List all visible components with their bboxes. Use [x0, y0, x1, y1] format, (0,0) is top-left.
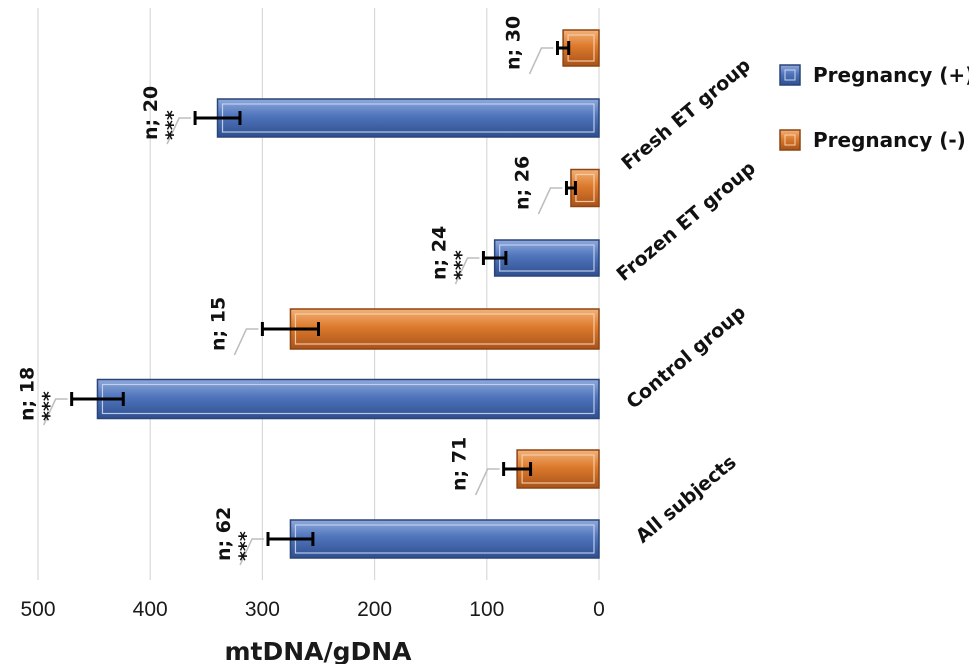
significance-marker: ***: [39, 391, 61, 421]
bar-body: [493, 239, 600, 277]
bar-pregnancy-positive-3: [266, 519, 600, 559]
leader-line: [42, 398, 68, 426]
bar-pregnancy-positive-2: [70, 378, 600, 420]
significance-marker: ***: [235, 531, 257, 561]
leader-line: [233, 328, 259, 356]
leader-line: [166, 117, 192, 145]
bar-pregnancy-negative-2: [260, 308, 600, 350]
category-label: Frozen ET group: [612, 157, 759, 286]
legend-swatch-bevel: [784, 69, 796, 81]
gridlines: [37, 8, 600, 580]
bars: [70, 29, 600, 559]
n-label: n; 20: [140, 86, 162, 140]
leader-line: [239, 538, 265, 566]
bar-pregnancy-negative-1: [564, 168, 600, 208]
x-axis-title: mtDNA/gDNA: [224, 637, 412, 664]
legend-swatch: [779, 129, 801, 151]
n-label: n; 62: [213, 507, 235, 561]
legend-item-pregnancy-negative: Pregnancy (-): [779, 128, 966, 152]
legend-label: Pregnancy (-): [813, 128, 966, 152]
legend: Pregnancy (+) Pregnancy (-): [779, 63, 969, 152]
category-label: All subjects: [632, 451, 741, 547]
leader-line: [474, 468, 500, 496]
bar-pregnancy-negative-0: [555, 29, 600, 67]
significance-marker: ***: [450, 250, 472, 280]
leader-line: [537, 187, 563, 215]
bar-body: [289, 308, 600, 350]
leader-line: [454, 257, 480, 285]
bar-pregnancy-positive-1: [481, 239, 600, 277]
legend-label: Pregnancy (+): [813, 63, 969, 87]
n-label: n; 18: [17, 367, 39, 421]
n-label: n; 30: [502, 16, 524, 70]
bar-pregnancy-positive-0: [193, 98, 600, 138]
bar-pregnancy-negative-3: [502, 449, 600, 489]
x-tick-label: 400: [133, 598, 168, 621]
n-label: n; 15: [207, 297, 229, 351]
bar-body: [96, 378, 600, 420]
legend-swatch: [779, 64, 801, 86]
n-label: n; 71: [449, 437, 471, 491]
significance-marker: ***: [162, 110, 184, 140]
legend-item-pregnancy-positive: Pregnancy (+): [779, 63, 969, 87]
n-label: n; 26: [511, 156, 533, 210]
bar-body: [289, 519, 600, 559]
x-tick-label: 0: [593, 598, 605, 621]
legend-swatch-bevel: [784, 134, 796, 146]
x-tick-label: 500: [20, 598, 55, 621]
category-label: Fresh ET group: [617, 54, 755, 174]
x-tick-label: 300: [245, 598, 280, 621]
n-label: n; 24: [428, 226, 450, 280]
x-tick-label: 200: [357, 598, 392, 621]
bar-body: [216, 98, 600, 138]
x-tick-label: 100: [469, 598, 504, 621]
leader-line: [528, 47, 554, 75]
category-label: Control group: [622, 301, 750, 413]
